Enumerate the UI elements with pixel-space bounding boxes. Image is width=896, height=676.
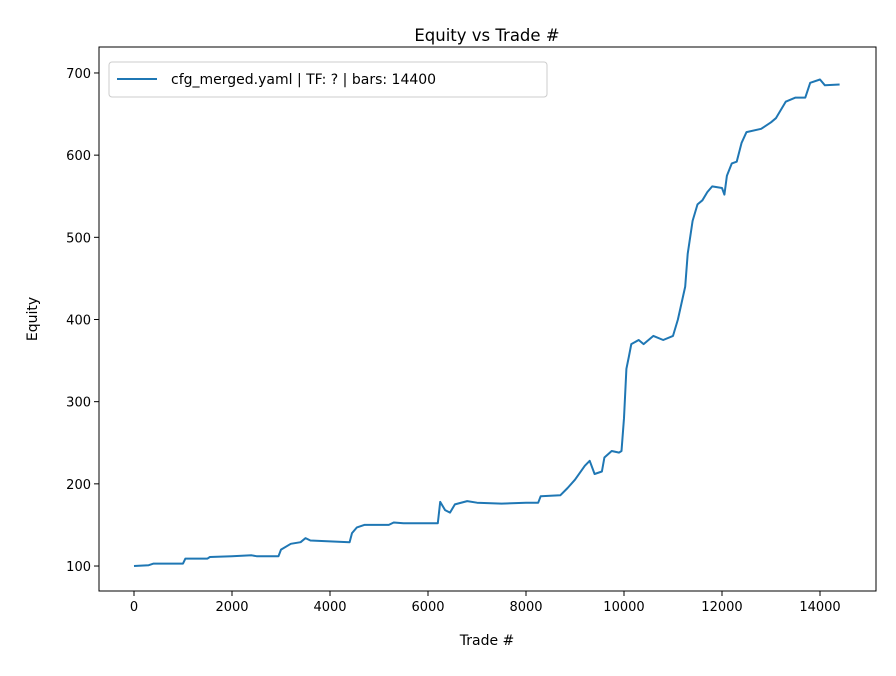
y-tick-label: 400 (66, 313, 91, 328)
legend-box (108, 61, 548, 98)
y-tick-label: 100 (66, 560, 91, 575)
x-tick-label: 8000 (509, 600, 542, 615)
x-tick-label: 4000 (313, 600, 346, 615)
x-tick-label: 14000 (799, 600, 840, 615)
y-tick-label: 500 (66, 231, 91, 246)
x-axis-label: Trade # (459, 633, 515, 649)
legend-label: cfg_merged.yaml | TF: ? | bars: 14400 (171, 72, 436, 88)
y-tick-label: 300 (66, 396, 91, 411)
chart-title: Equity vs Trade # (414, 26, 559, 45)
y-tick-label: 700 (66, 67, 91, 82)
x-tick-label: 2000 (215, 600, 248, 615)
x-tick-label: 10000 (603, 600, 644, 615)
x-tick-label: 0 (130, 600, 138, 615)
legend: cfg_merged.yaml | TF: ? | bars: 14400 (108, 61, 548, 98)
y-tick-label: 600 (66, 149, 91, 164)
series-line-0 (133, 78, 840, 567)
y-axis-label: Equity (25, 297, 41, 341)
x-tick-label: 12000 (701, 600, 742, 615)
y-tick-label: 200 (66, 478, 91, 493)
x-tick-label: 6000 (411, 600, 444, 615)
